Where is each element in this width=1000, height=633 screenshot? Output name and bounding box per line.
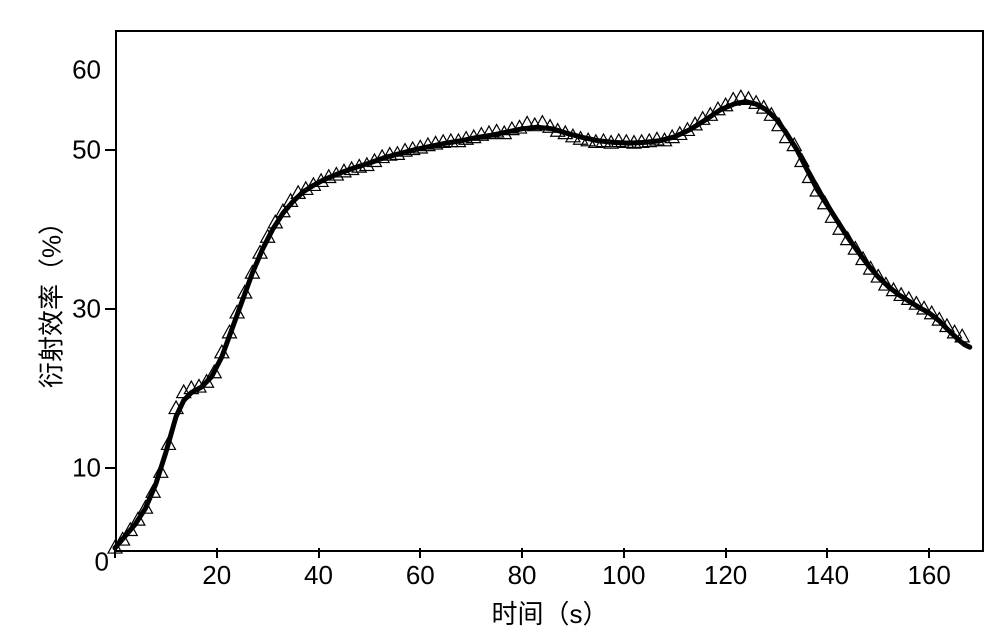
x-tick-mark bbox=[725, 548, 727, 558]
x-tick-label: 160 bbox=[907, 560, 950, 591]
x-tick-mark bbox=[216, 548, 218, 558]
y-tick-label: 50 bbox=[72, 134, 101, 165]
chart-container: 衍射效率（%） 时间（s） 10305006020406080100120140… bbox=[0, 0, 1000, 633]
x-tick-label: 140 bbox=[806, 560, 849, 591]
x-tick-label: 60 bbox=[406, 560, 435, 591]
y-tick-label: 60 bbox=[72, 54, 101, 85]
y-tick-mark bbox=[105, 149, 115, 151]
y-tick-label: 10 bbox=[72, 453, 101, 484]
x-tick-mark bbox=[826, 548, 828, 558]
x-tick-mark bbox=[114, 548, 116, 558]
x-tick-mark bbox=[318, 548, 320, 558]
x-tick-label: 120 bbox=[704, 560, 747, 591]
x-tick-mark bbox=[928, 548, 930, 558]
x-tick-label: 100 bbox=[602, 560, 645, 591]
x-tick-mark bbox=[623, 548, 625, 558]
plot-svg bbox=[0, 0, 1000, 633]
line-series bbox=[115, 102, 970, 548]
y-tick-mark bbox=[105, 467, 115, 469]
y-tick-label: 30 bbox=[72, 293, 101, 324]
x-tick-label: 80 bbox=[508, 560, 537, 591]
y-tick-label: 0 bbox=[95, 547, 109, 578]
y-tick-mark bbox=[105, 308, 115, 310]
x-tick-mark bbox=[521, 548, 523, 558]
x-tick-mark bbox=[419, 548, 421, 558]
x-tick-label: 40 bbox=[304, 560, 333, 591]
x-tick-label: 20 bbox=[202, 560, 231, 591]
